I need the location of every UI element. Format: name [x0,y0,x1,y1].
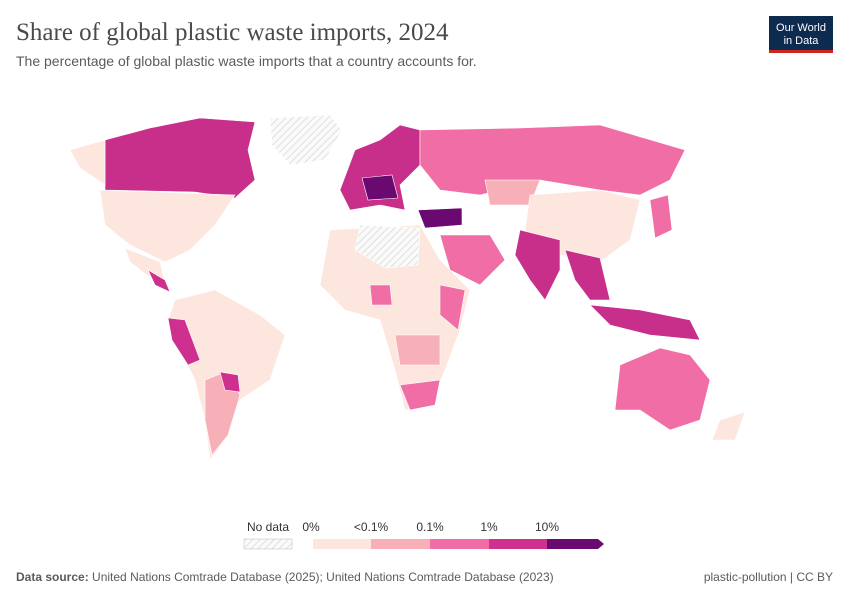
source-label: Data source: [16,570,89,584]
logo-text: Our World [776,22,826,34]
legend-swatch [489,539,547,549]
legend-label: 1% [480,520,498,534]
footer-slug[interactable]: plastic-pollution | CC BY [704,570,833,584]
legend: No data 0% <0.1% 0.1% 1% 10% [243,520,604,550]
source-text: United Nations Comtrade Database (2025);… [92,570,554,584]
legend-label: 0% [302,520,320,534]
legend-swatch [313,539,371,549]
legend-swatch [547,539,604,549]
legend-swatch [430,539,489,549]
legend-label: No data [247,520,289,534]
legend-swatch [371,539,430,549]
logo[interactable]: Our World in Data [769,16,833,53]
legend-label: 10% [535,520,559,534]
legend-swatch [243,538,293,550]
world-map [69,114,746,461]
logo-text: in Data [784,35,820,47]
legend-label: 0.1% [416,520,444,534]
legend-label: <0.1% [354,520,389,534]
source: Data source: United Nations Comtrade Dat… [16,570,554,584]
subtitle: The percentage of global plastic waste i… [16,53,477,69]
title: Share of global plastic waste imports, 2… [16,19,449,46]
